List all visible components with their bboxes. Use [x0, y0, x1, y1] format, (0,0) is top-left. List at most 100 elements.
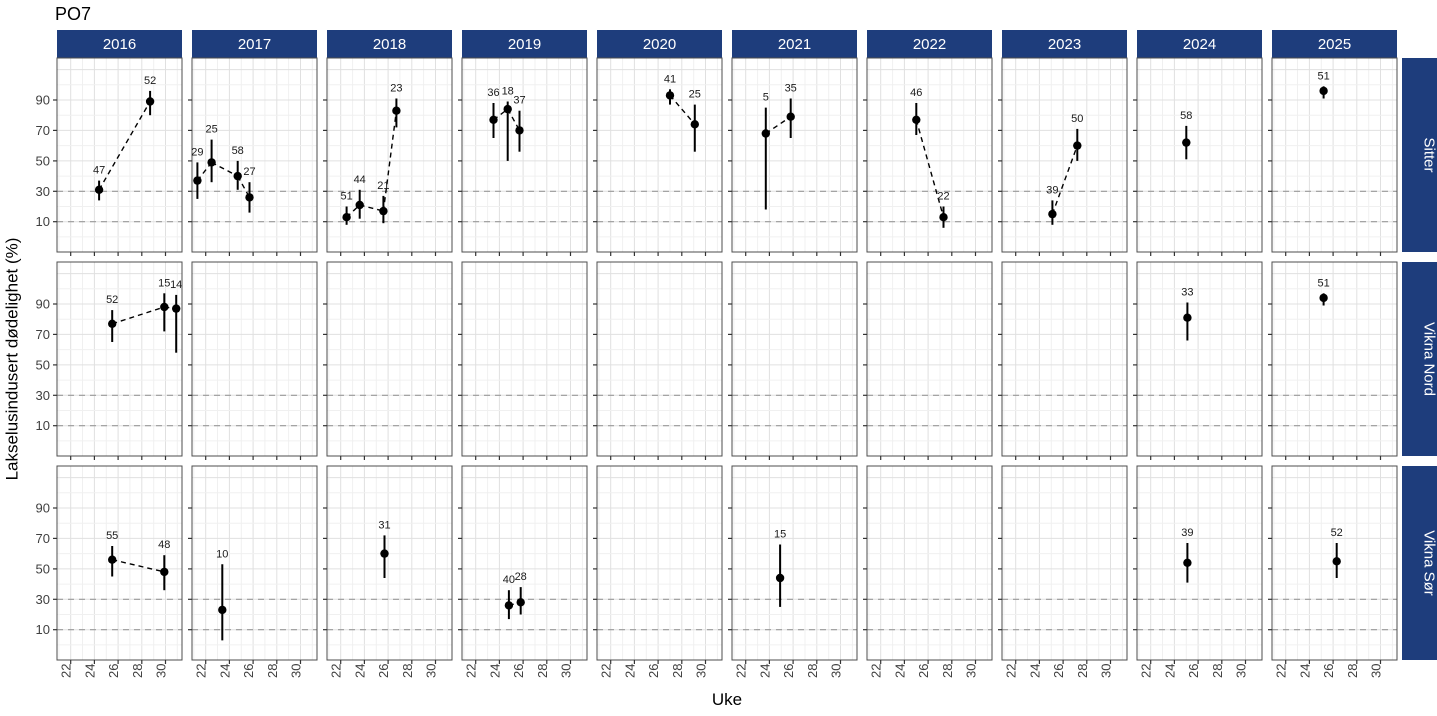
svg-text:51: 51: [340, 191, 352, 203]
svg-text:26: 26: [241, 664, 256, 678]
svg-text:2022: 2022: [913, 36, 946, 53]
svg-text:28: 28: [1075, 664, 1090, 678]
svg-text:25: 25: [689, 89, 701, 101]
svg-text:35: 35: [785, 83, 797, 95]
svg-text:39: 39: [1181, 527, 1193, 539]
svg-text:22: 22: [869, 664, 884, 678]
svg-text:26: 26: [376, 664, 391, 678]
svg-text:70: 70: [36, 327, 50, 342]
svg-text:2023: 2023: [1048, 36, 1081, 53]
svg-text:36: 36: [487, 87, 499, 99]
svg-text:30: 30: [424, 664, 439, 678]
svg-text:24: 24: [487, 664, 502, 678]
svg-text:24: 24: [1162, 664, 1177, 678]
svg-text:22: 22: [329, 664, 344, 678]
svg-text:24: 24: [622, 664, 637, 678]
svg-text:Sitter: Sitter: [1421, 137, 1437, 172]
svg-text:18: 18: [502, 86, 514, 98]
svg-text:2024: 2024: [1183, 36, 1216, 53]
svg-text:26: 26: [781, 664, 796, 678]
svg-text:10: 10: [36, 418, 50, 433]
svg-text:29: 29: [191, 146, 203, 158]
svg-text:2021: 2021: [778, 36, 811, 53]
svg-text:Vikna Nord: Vikna Nord: [1421, 322, 1437, 396]
svg-text:28: 28: [1210, 664, 1225, 678]
svg-text:28: 28: [535, 664, 550, 678]
svg-text:22: 22: [464, 664, 479, 678]
svg-text:51: 51: [1317, 70, 1329, 82]
svg-text:22: 22: [194, 664, 209, 678]
svg-text:50: 50: [36, 357, 50, 372]
svg-text:50: 50: [36, 153, 50, 168]
svg-text:28: 28: [130, 664, 145, 678]
svg-text:33: 33: [1181, 287, 1193, 299]
svg-text:22: 22: [734, 664, 749, 678]
svg-text:15: 15: [158, 277, 170, 289]
svg-text:58: 58: [1180, 110, 1192, 122]
svg-text:30: 30: [36, 592, 50, 607]
svg-text:30: 30: [36, 388, 50, 403]
svg-text:30: 30: [964, 664, 979, 678]
svg-text:26: 26: [511, 664, 526, 678]
svg-text:27: 27: [243, 166, 255, 178]
svg-text:52: 52: [1331, 527, 1343, 539]
svg-text:52: 52: [106, 294, 118, 306]
svg-text:37: 37: [513, 95, 525, 107]
svg-text:30: 30: [559, 664, 574, 678]
svg-text:30: 30: [694, 664, 709, 678]
svg-text:2018: 2018: [373, 36, 406, 53]
svg-text:23: 23: [390, 83, 402, 95]
svg-text:28: 28: [515, 571, 527, 583]
svg-text:52: 52: [144, 75, 156, 87]
svg-text:2016: 2016: [103, 36, 136, 53]
svg-text:2017: 2017: [238, 36, 271, 53]
svg-text:10: 10: [36, 622, 50, 637]
svg-text:39: 39: [1046, 184, 1058, 196]
svg-text:41: 41: [664, 73, 676, 85]
svg-text:24: 24: [1297, 664, 1312, 678]
svg-text:24: 24: [82, 664, 97, 678]
svg-text:46: 46: [910, 87, 922, 99]
svg-text:55: 55: [106, 530, 118, 542]
svg-text:25: 25: [205, 124, 217, 136]
svg-text:51: 51: [1317, 277, 1329, 289]
svg-text:22: 22: [1274, 664, 1289, 678]
svg-text:40: 40: [503, 574, 515, 586]
svg-text:2025: 2025: [1318, 36, 1351, 53]
svg-text:44: 44: [354, 174, 366, 186]
svg-text:24: 24: [352, 664, 367, 678]
svg-text:70: 70: [36, 531, 50, 546]
svg-text:24: 24: [757, 664, 772, 678]
svg-text:30: 30: [36, 184, 50, 199]
svg-text:5: 5: [763, 92, 769, 104]
svg-text:48: 48: [158, 539, 170, 551]
svg-text:26: 26: [1321, 664, 1336, 678]
svg-text:24: 24: [892, 664, 907, 678]
svg-text:10: 10: [216, 548, 228, 560]
svg-text:26: 26: [106, 664, 121, 678]
svg-text:21: 21: [377, 180, 389, 192]
svg-text:2019: 2019: [508, 36, 541, 53]
svg-text:28: 28: [805, 664, 820, 678]
svg-text:28: 28: [400, 664, 415, 678]
svg-text:30: 30: [829, 664, 844, 678]
svg-text:31: 31: [378, 519, 390, 531]
svg-text:22: 22: [59, 664, 74, 678]
svg-text:2020: 2020: [643, 36, 676, 53]
svg-text:26: 26: [916, 664, 931, 678]
svg-text:28: 28: [940, 664, 955, 678]
svg-text:47: 47: [93, 165, 105, 177]
svg-text:28: 28: [1345, 664, 1360, 678]
svg-text:26: 26: [1186, 664, 1201, 678]
svg-text:22: 22: [937, 191, 949, 203]
svg-text:22: 22: [1139, 664, 1154, 678]
svg-text:10: 10: [36, 214, 50, 229]
svg-text:26: 26: [646, 664, 661, 678]
x-axis-title: Uke: [711, 690, 743, 709]
svg-text:22: 22: [599, 664, 614, 678]
svg-text:Vikna Sør: Vikna Sør: [1421, 530, 1437, 596]
svg-text:28: 28: [670, 664, 685, 678]
svg-text:58: 58: [232, 145, 244, 157]
